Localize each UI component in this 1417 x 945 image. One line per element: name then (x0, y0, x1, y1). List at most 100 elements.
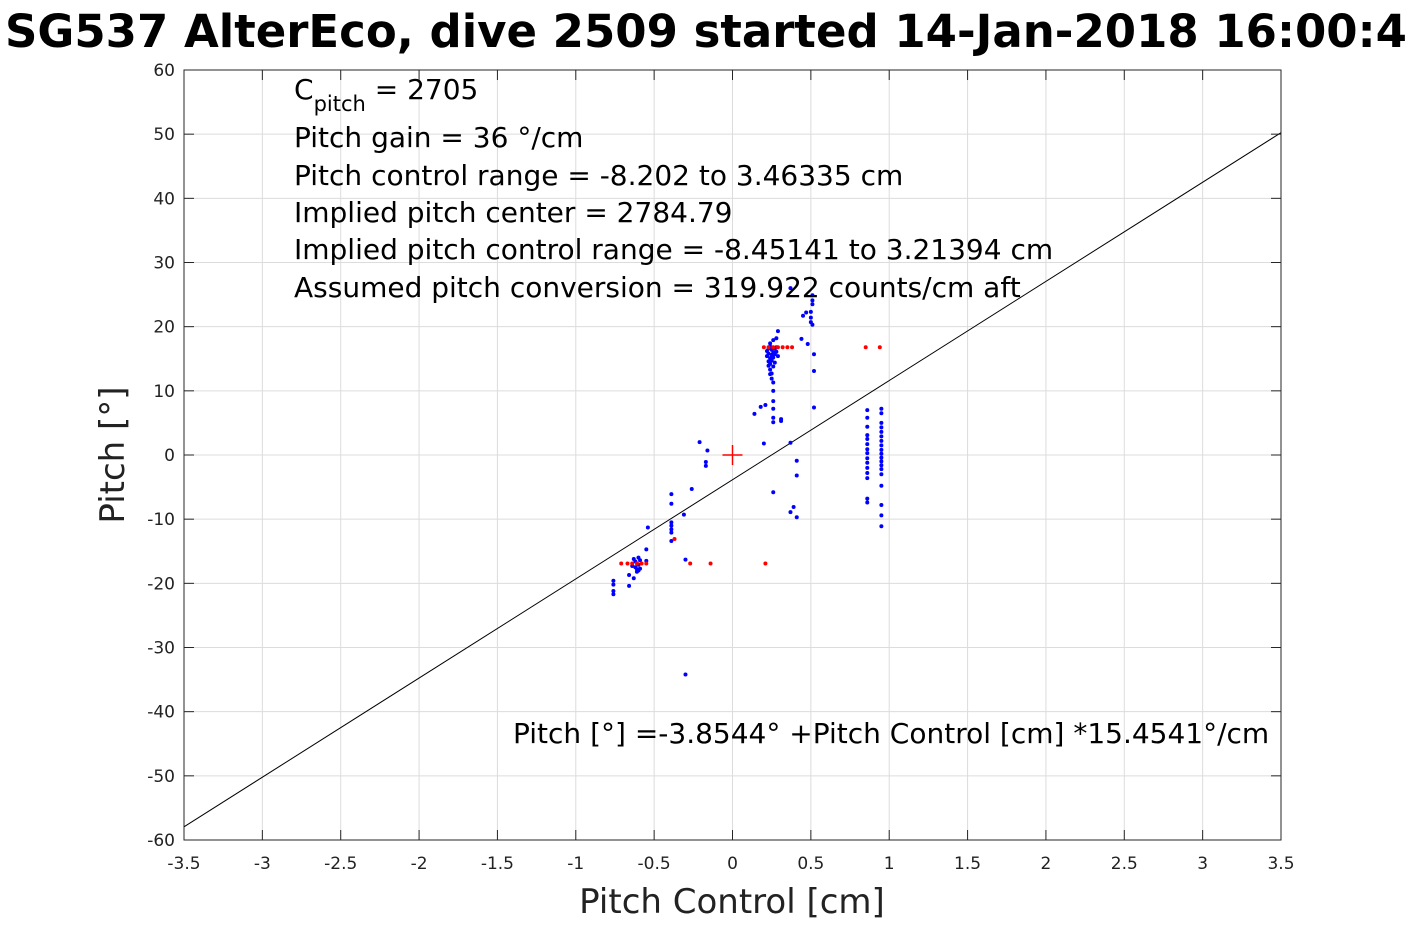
data-point (879, 429, 884, 434)
data-point (771, 388, 776, 393)
data-point (689, 487, 694, 492)
x-tick-label: 1.5 (954, 854, 981, 874)
data-point (879, 503, 884, 508)
data-point (879, 451, 884, 456)
data-point (705, 448, 710, 453)
data-point (810, 302, 815, 307)
y-tick-label: -10 (147, 510, 175, 530)
data-point (634, 561, 639, 566)
data-point (865, 436, 870, 441)
data-point (865, 456, 870, 461)
x-tick-label: 2 (1041, 854, 1052, 874)
x-tick-label: -2 (411, 854, 428, 874)
y-tick-label: 50 (153, 125, 175, 145)
data-point (879, 459, 884, 464)
data-point (611, 578, 616, 583)
data-point (703, 460, 708, 465)
data-point (697, 440, 702, 445)
data-point (788, 510, 793, 515)
x-tick-label: -2.5 (324, 854, 357, 874)
data-point (771, 415, 776, 420)
y-tick-label: 40 (153, 189, 175, 209)
data-point (865, 460, 870, 465)
data-point (804, 310, 809, 315)
x-tick-label: -3.5 (167, 854, 200, 874)
data-point (775, 354, 780, 359)
x-tick-label: -3 (254, 854, 271, 874)
data-point (771, 399, 776, 404)
data-point (865, 433, 870, 438)
x-tick-label: -1 (567, 854, 584, 874)
data-point (810, 298, 815, 303)
annotation-pitch-gain: Pitch gain = 36 °/cm (294, 121, 583, 154)
data-point (619, 561, 624, 566)
data-point (669, 501, 674, 506)
y-tick-label: -20 (147, 574, 175, 594)
data-point (808, 309, 813, 314)
data-point (879, 483, 884, 488)
data-point (611, 592, 616, 597)
y-axis-label: Pitch [°] (93, 386, 133, 523)
y-tick-label: 60 (153, 61, 175, 81)
data-point (801, 313, 806, 318)
data-point (683, 672, 688, 677)
y-tick-label: 20 (153, 318, 175, 338)
y-tick-label: -60 (147, 831, 175, 851)
fit-equation: Pitch [°] =-3.8544° +Pitch Control [cm] … (513, 717, 1269, 750)
y-tick-label: -30 (147, 639, 175, 659)
data-point (879, 447, 884, 452)
data-point (779, 417, 784, 422)
data-point (761, 441, 766, 446)
cpitch-base: C (294, 73, 314, 106)
data-point (811, 405, 816, 410)
series-red-points (619, 345, 882, 566)
data-point (810, 293, 815, 298)
x-tick-label: -1.5 (481, 854, 514, 874)
data-point (766, 345, 771, 350)
annotation-conversion: Assumed pitch conversion = 319.922 count… (294, 271, 1021, 304)
data-point (775, 345, 780, 350)
data-point (688, 561, 693, 566)
data-point (672, 537, 677, 542)
data-point (879, 443, 884, 448)
data-point (627, 583, 632, 588)
annotation-implied-center: Implied pitch center = 2784.79 (294, 196, 732, 229)
data-point (865, 451, 870, 456)
data-point (771, 406, 776, 411)
center-cross-marker (722, 445, 743, 465)
data-point (771, 420, 776, 425)
data-point (708, 561, 713, 566)
x-tick-labels: -3.5 -3 -2.5 -2 -1.5 -1 -0.5 0 0.5 1 1.5 2 2.5 3 3.5 (167, 854, 1294, 874)
data-point (791, 504, 796, 509)
data-point (771, 338, 776, 343)
data-point (810, 322, 815, 327)
data-point (669, 523, 674, 528)
annotation-cpitch: Cpitch = 2705 (294, 73, 478, 116)
data-point (785, 345, 790, 350)
fit-line (183, 132, 1282, 828)
data-point (811, 368, 816, 373)
data-point (774, 349, 779, 354)
x-tick-label: 1 (884, 854, 895, 874)
data-point (794, 473, 799, 478)
data-point (644, 561, 649, 566)
data-point (766, 351, 771, 356)
data-point (761, 345, 766, 350)
x-tick-label: 3 (1197, 854, 1208, 874)
data-point (865, 470, 870, 475)
data-point (763, 561, 768, 566)
data-point (638, 558, 643, 563)
data-point (669, 538, 674, 543)
data-point (865, 424, 870, 429)
data-point (768, 361, 773, 366)
data-point (683, 557, 688, 562)
data-point (877, 345, 882, 350)
data-point (768, 367, 773, 372)
data-point (865, 496, 870, 501)
data-point (879, 406, 884, 411)
data-point (865, 447, 870, 452)
data-point (794, 458, 799, 463)
data-point (865, 415, 870, 420)
data-point (865, 500, 870, 505)
data-point (879, 524, 884, 529)
